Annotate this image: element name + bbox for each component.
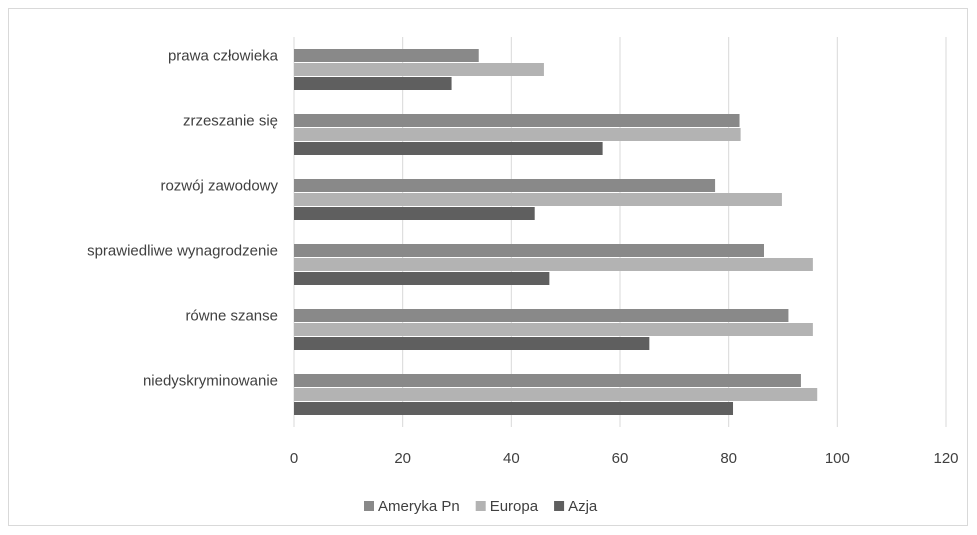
bar-europa bbox=[294, 63, 544, 76]
bar-chart: 0 20 40 60 80 100 120 prawa człowieka zrzeszanie… bbox=[87, 37, 959, 515]
chart-frame: 0 20 40 60 80 100 120 prawa człowieka zrzeszanie… bbox=[8, 8, 968, 526]
x-tick-label: 60 bbox=[612, 450, 629, 467]
x-tick-label: 80 bbox=[720, 450, 737, 467]
category-label: sprawiedliwe wynagrodzenie bbox=[87, 243, 278, 260]
bar-azja bbox=[294, 272, 550, 285]
x-tick-label: 40 bbox=[503, 450, 520, 467]
bar-ameryka-pn bbox=[294, 244, 764, 257]
legend-label: Ameryka Pn bbox=[378, 498, 460, 515]
bar-azja bbox=[294, 207, 535, 220]
bar-europa bbox=[294, 258, 813, 271]
bar-ameryka-pn bbox=[294, 49, 479, 62]
bar-europa bbox=[294, 128, 741, 141]
x-tick-label: 120 bbox=[933, 450, 958, 467]
bar-ameryka-pn bbox=[294, 179, 716, 192]
category-label: rozwój zawodowy bbox=[160, 178, 278, 195]
legend-swatch bbox=[554, 501, 565, 511]
x-tick-label: 0 bbox=[290, 450, 298, 467]
bar-europa bbox=[294, 323, 813, 336]
category-label: niedyskryminowanie bbox=[143, 373, 278, 390]
legend-label: Azja bbox=[568, 498, 598, 515]
bar-ameryka-pn bbox=[294, 114, 740, 127]
bar-europa bbox=[294, 193, 782, 206]
legend-swatch bbox=[475, 501, 486, 511]
x-tick-label: 100 bbox=[825, 450, 850, 467]
bar-azja bbox=[294, 402, 734, 415]
category-label: zrzeszanie się bbox=[183, 113, 278, 130]
bar-azja bbox=[294, 77, 452, 90]
bar-ameryka-pn bbox=[294, 374, 801, 387]
bar-azja bbox=[294, 142, 603, 155]
legend-swatch bbox=[364, 501, 374, 511]
bar-europa bbox=[294, 388, 818, 401]
x-tick-label: 20 bbox=[394, 450, 411, 467]
legend-label: Europa bbox=[490, 498, 539, 515]
bar-ameryka-pn bbox=[294, 309, 789, 322]
category-label: równe szanse bbox=[185, 308, 278, 325]
category-label: prawa człowieka bbox=[168, 48, 279, 65]
bar-azja bbox=[294, 337, 650, 350]
